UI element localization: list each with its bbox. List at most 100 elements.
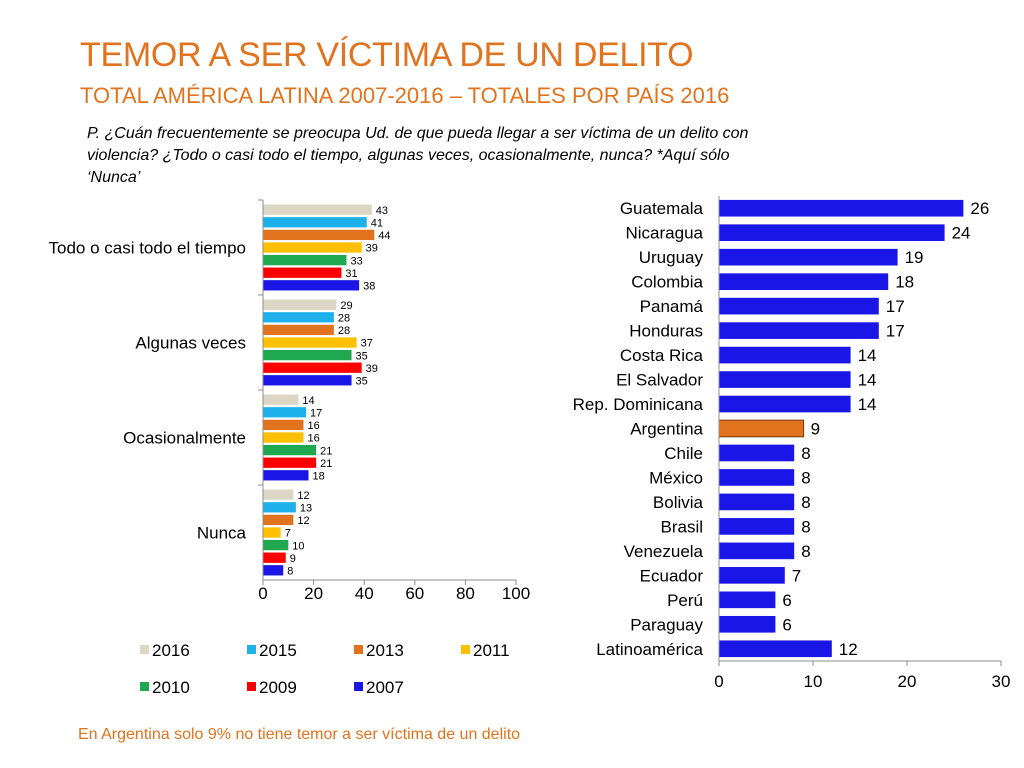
value-label-ocasionalmente-2009: 21 [320,458,332,470]
value-label-peru: 6 [782,591,791,610]
bar-chile [719,444,795,462]
bar-nunca-2009 [263,552,286,563]
value-label-argentina: 9 [811,420,820,439]
value-label-honduras: 17 [886,322,905,341]
legend-swatch-2007 [354,682,363,691]
survey-question: P. ¿Cuán frecuentemente se preocupa Ud. … [87,123,947,189]
legend-label-2015: 2015 [259,641,297,660]
value-label-ocasionalmente-2007: 18 [313,470,325,482]
legend-label-2010: 2010 [152,678,190,697]
legend-label-2007: 2007 [366,678,404,697]
legend-label-2011: 2011 [473,641,510,660]
category-label-ocasionalmente: Ocasionalmente [123,429,246,448]
country-label-latinoamerica: Latinoamérica [596,640,703,659]
bar-nunca-2016 [263,489,294,500]
bar-ocasionalmente-2015 [263,407,307,418]
value-label-el-salvador: 14 [858,371,877,390]
bar-nicaragua [719,224,945,242]
country-label-honduras: Honduras [629,322,703,341]
legend-swatch-2013 [354,645,363,654]
survey-question-line-2: violencia? ¿Todo o casi todo el tiempo, … [87,147,730,165]
value-label-venezuela: 8 [801,542,810,561]
value-label-colombia: 18 [895,273,914,292]
value-label-costa-rica: 14 [858,346,877,365]
x-tick-label: 10 [804,672,823,691]
bar-todo-o-casi-todo-el-tiempo-2009 [263,267,342,278]
country-label-paraguay: Paraguay [630,615,703,634]
value-label-ocasionalmente-2013: 16 [307,420,319,432]
category-label-algunas-veces: Algunas veces [135,334,246,353]
value-label-todo-o-casi-todo-el-tiempo-2009: 31 [345,268,357,280]
value-label-ocasionalmente-2010: 21 [320,445,332,457]
footer-note: En Argentina solo 9% no tiene temor a se… [78,726,521,743]
bar-honduras [719,322,879,339]
country-label-mexico: México [649,468,703,487]
value-label-nunca-2007: 8 [287,565,293,577]
country-label-costa-rica: Costa Rica [620,346,704,365]
country-label-uruguay: Uruguay [639,248,704,267]
country-label-guatemala: Guatemala [620,199,704,218]
value-label-algunas-veces-2007: 35 [356,375,368,387]
country-label-peru: Perú [667,591,703,610]
bar-algunas-veces-2009 [263,362,362,373]
value-label-todo-o-casi-todo-el-tiempo-2013: 44 [378,230,390,242]
bar-ecuador [719,567,785,584]
survey-question-line-1: P. ¿Cuán frecuentemente se preocupa Ud. … [87,125,749,142]
value-label-todo-o-casi-todo-el-tiempo-2010: 33 [350,255,362,267]
country-label-panama: Panamá [640,297,704,316]
value-label-algunas-veces-2016: 29 [340,300,352,312]
bar-algunas-veces-2013 [263,324,334,336]
bar-todo-o-casi-todo-el-tiempo-2016 [263,204,372,215]
bar-nunca-2007 [263,565,284,576]
country-label-el-salvador: El Salvador [616,371,703,390]
value-label-algunas-veces-2015: 28 [338,312,350,324]
country-label-rep-dominicana: Rep. Dominicana [573,395,704,414]
value-label-todo-o-casi-todo-el-tiempo-2007: 38 [363,280,375,292]
bar-nunca-2013 [263,514,294,526]
bar-peru [719,591,776,609]
x-tick-label: 30 [992,672,1011,691]
legend-swatch-2009 [247,682,256,691]
bar-argentina [718,419,805,438]
x-tick-label: 80 [456,584,475,603]
bar-ocasionalmente-2013 [263,419,304,431]
category-label-todo-o-casi-todo-el-tiempo: Todo o casi todo el tiempo [48,239,246,258]
bar-venezuela [719,542,795,560]
value-label-brasil: 8 [801,517,810,536]
x-tick-label: 0 [714,672,723,691]
bar-todo-o-casi-todo-el-tiempo-2013 [263,229,375,241]
value-label-algunas-veces-2013: 28 [338,325,350,337]
value-label-nunca-2013: 12 [297,515,309,527]
x-tick-label: 20 [304,584,323,603]
bar-colombia [719,273,889,290]
bar-panama [719,297,879,315]
value-label-nunca-2016: 12 [297,490,309,502]
bar-el-salvador [719,371,851,388]
value-label-uruguay: 19 [905,248,924,267]
value-label-nunca-2010: 10 [292,540,304,552]
bar-algunas-veces-2011 [263,337,357,348]
value-label-ocasionalmente-2015: 17 [310,407,322,419]
x-tick-label: 40 [355,584,374,603]
survey-question-line-3: ‘Nunca’ [87,169,141,187]
x-tick-label: 100 [502,584,530,603]
bar-nunca-2010 [263,539,289,551]
bar-todo-o-casi-todo-el-tiempo-2015 [263,217,367,228]
bar-algunas-veces-2015 [263,312,334,323]
bar-ocasionalmente-2011 [263,432,304,443]
value-label-algunas-veces-2009: 39 [366,363,378,375]
bar-guatemala [719,199,964,217]
value-label-panama: 17 [886,297,905,316]
bar-costa-rica [719,346,851,364]
value-label-latinoamerica: 12 [839,640,858,659]
bar-todo-o-casi-todo-el-tiempo-2011 [263,242,362,253]
legend-label-2009: 2009 [259,678,297,697]
country-label-bolivia: Bolivia [653,493,704,512]
value-label-ocasionalmente-2016: 14 [302,395,314,407]
value-label-nunca-2011: 7 [285,528,291,540]
legend-swatch-2011 [461,645,470,654]
bar-brasil [719,518,795,535]
value-label-paraguay: 6 [782,615,791,634]
